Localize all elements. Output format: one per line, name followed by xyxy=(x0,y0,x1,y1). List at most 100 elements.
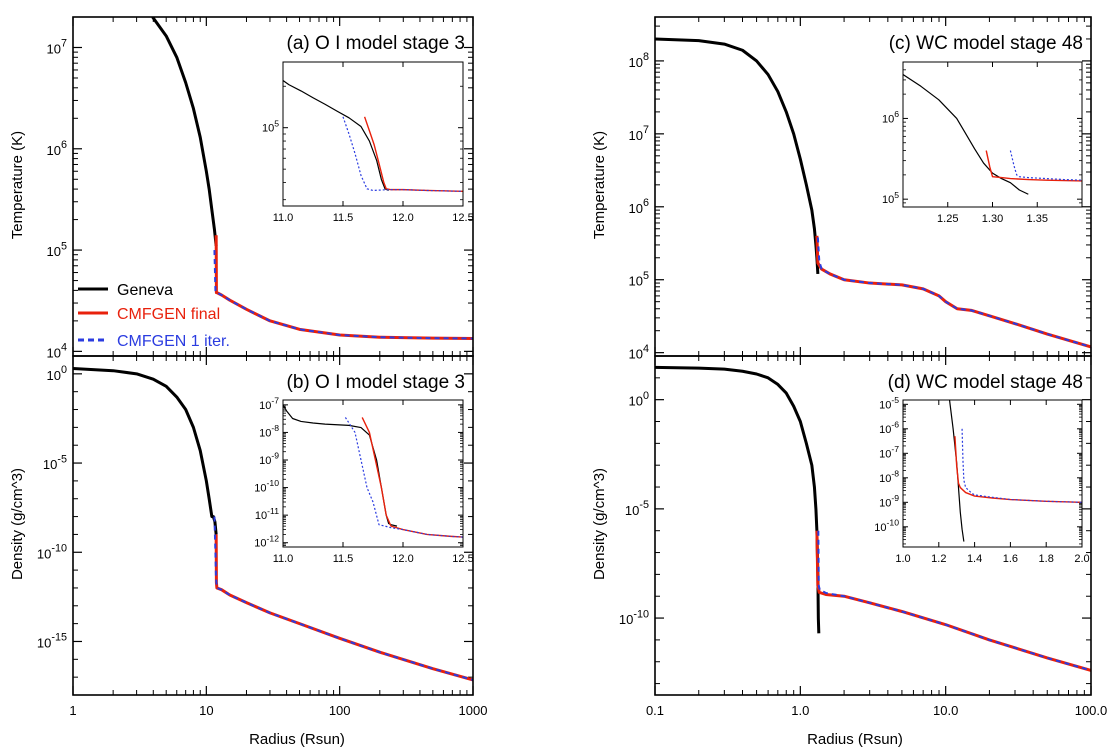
panel-a-inset-background xyxy=(283,62,463,206)
panel-c-inset-ticks: 1.25 1.30 1.35 105 106 xyxy=(882,62,1082,225)
panel-b-inset-series-cmfgen-1-iter xyxy=(344,417,463,538)
panel-b-x-tick-label: 1 xyxy=(69,703,76,718)
panel-d-y-tick-label: 10-10 xyxy=(619,608,649,627)
panel-c-y-tick-label: 108 xyxy=(629,51,649,70)
panel-b-inset-series-group xyxy=(283,404,463,538)
panel-b-x-tick-label: 100 xyxy=(329,703,351,718)
legend-cmfgen-1iter-label: CMFGEN 1 iter. xyxy=(117,333,230,350)
panel-d-inset-y-tick-label: 10-8 xyxy=(879,468,899,484)
panel-b-inset-y-tick-label: 10-7 xyxy=(259,395,279,411)
panel-b-x-tick-label: 1000 xyxy=(459,703,488,718)
panel-d-inset-y-tick-label: 10-6 xyxy=(879,419,899,435)
panel-d-series-geneva xyxy=(655,365,821,634)
panel-c-inset-background xyxy=(903,62,1082,207)
panel-c-series-cmfgen-1-iter xyxy=(816,237,1091,348)
panel-a-series-cmfgen-1-iter xyxy=(213,250,473,340)
panel-c-inset-series-cmfgen-1-iter xyxy=(1009,150,1082,181)
panel-a-inset-series-geneva xyxy=(283,80,389,192)
panel-c-inset: 1.25 1.30 1.35 105 106 xyxy=(882,61,1083,225)
panel-c-y-tick-label: 106 xyxy=(629,197,649,216)
panel-c-series-geneva xyxy=(655,37,820,275)
panel-d-title: (d) WC model stage 48 xyxy=(888,372,1083,393)
panel-d-ylabel: Density (g/cm^3) xyxy=(591,468,608,580)
panel-d-inset-x-tick-label: 1.0 xyxy=(895,553,910,565)
panel-c-inset-y-tick-label: 106 xyxy=(882,109,899,125)
panel-b-inset: 11.0 11.5 12.0 12.5 10-7 10-8 10-9 10-10 10-11 10… xyxy=(254,395,473,565)
panel-c-title: (c) WC model stage 48 xyxy=(889,33,1083,54)
panel-d-x-tick-label: 10.0 xyxy=(933,703,958,718)
panel-d-inset-x-tick-label: 1.6 xyxy=(1003,553,1018,565)
panel-b-ylabel: Density (g/cm^3) xyxy=(9,468,26,580)
panel-b-frame xyxy=(72,355,474,696)
panel-c-inset-series-geneva xyxy=(903,74,1029,195)
panel-a-temperature-o-model: 104 105 106 107 11.0 11.5 12.0 12.5 105 xyxy=(47,16,474,361)
panel-b-series-group xyxy=(73,366,473,682)
panel-d-series-cmfgen-1-iter xyxy=(817,530,1091,672)
panel-c-ylabel: Temperature (K) xyxy=(591,131,608,239)
panel-b-inset-y-tick-label: 10-12 xyxy=(254,533,279,549)
panel-b-inset-y-tick-label: 10-8 xyxy=(259,423,279,439)
panel-b-inset-x-tick-label: 11.5 xyxy=(333,553,354,565)
panel-d-y-tick-label: 10-5 xyxy=(625,499,649,518)
panel-c-series-group xyxy=(655,37,1091,349)
panel-b-inset-x-tick-label: 11.0 xyxy=(273,553,294,565)
panel-b-inset-y-tick-label: 10-10 xyxy=(254,478,279,494)
panel-c-inset-series-cmfgen-final xyxy=(985,150,1082,182)
panel-d-inset-x-tick-label: 2.0 xyxy=(1074,553,1089,565)
panel-a-y-tick-label: 106 xyxy=(47,139,67,158)
panel-b-y-tick-label: 10-5 xyxy=(43,453,67,472)
panel-b-inset-frame xyxy=(282,399,464,548)
panel-b-title: (b) O I model stage 3 xyxy=(287,372,465,393)
panel-d-inset-series-group xyxy=(948,400,1082,542)
panel-b-inset-background xyxy=(283,400,463,547)
panel-a-y-tick-label: 107 xyxy=(47,38,67,57)
panel-c-series-cmfgen-final xyxy=(815,235,1091,349)
legend-cmfgen-final-label: CMFGEN final xyxy=(117,306,220,323)
panel-c-y-tick-label: 105 xyxy=(629,270,649,289)
panel-b-series-geneva xyxy=(73,366,218,535)
panel-d-xlabel: Radius (Rsun) xyxy=(807,731,903,748)
panel-d-series-group xyxy=(655,365,1091,672)
panel-b-inset-ticks: 11.0 11.5 12.0 12.5 10-7 10-8 10-9 10-10 10-11 10… xyxy=(254,395,473,565)
panel-b-y-tick-label: 100 xyxy=(47,364,67,383)
panel-d-inset-frame xyxy=(902,399,1083,548)
panel-c-inset-frame xyxy=(902,61,1083,208)
panel-a-ylabel: Temperature (K) xyxy=(9,131,26,239)
panel-c-inset-series-group xyxy=(903,74,1082,195)
panel-d-frame xyxy=(654,355,1092,696)
panel-a-y-tick-label: 105 xyxy=(47,240,67,259)
panel-a-inset-x-tick-label: 11.0 xyxy=(273,212,294,224)
panel-d-inset-series-cmfgen-1-iter xyxy=(961,428,1082,503)
panel-c-inset-x-tick-label: 1.30 xyxy=(982,213,1003,225)
panel-a-inset-series-group xyxy=(283,80,463,193)
panel-d-y-tick-label: 100 xyxy=(629,390,649,409)
panel-a-inset-series-cmfgen-1-iter xyxy=(342,116,463,192)
panel-b-inset-x-tick-label: 12.5 xyxy=(452,553,473,565)
panel-a-inset: 11.0 11.5 12.0 12.5 105 xyxy=(262,61,474,224)
panel-d-inset-x-tick-label: 1.2 xyxy=(931,553,946,565)
panel-b-inset-y-tick-label: 10-11 xyxy=(255,506,279,522)
panel-c-y-tick-label: 107 xyxy=(629,124,649,143)
panel-b-y-tick-label: 10-15 xyxy=(37,632,67,651)
panel-d-inset-x-tick-label: 1.4 xyxy=(967,553,982,565)
panel-d-inset-y-tick-label: 10-9 xyxy=(879,493,899,509)
panel-c-inset-y-tick-label: 105 xyxy=(882,190,899,206)
panel-b-inset-x-tick-label: 12.0 xyxy=(392,553,413,565)
panel-d-inset-background xyxy=(903,400,1082,547)
panel-b-x-tick-label: 10 xyxy=(199,703,213,718)
panel-a-series-geneva xyxy=(151,17,218,247)
legend-geneva-label: Geneva xyxy=(117,282,173,299)
panel-b-inset-series-cmfgen-final xyxy=(361,417,463,538)
panel-d-inset-x-tick-label: 1.8 xyxy=(1039,553,1054,565)
panel-a-inset-frame xyxy=(282,61,464,207)
panel-a-series-cmfgen-final xyxy=(214,235,473,340)
panel-a-series-group xyxy=(151,17,473,340)
panel-c-ticks: 104 105 106 107 108 xyxy=(629,17,1092,362)
panel-d-x-tick-label: 0.1 xyxy=(646,703,664,718)
panel-a-y-tick-label: 104 xyxy=(47,342,67,361)
panel-d-x-tick-label: 100.0 xyxy=(1075,703,1108,718)
panel-b-inset-y-tick-label: 10-9 xyxy=(259,451,279,467)
